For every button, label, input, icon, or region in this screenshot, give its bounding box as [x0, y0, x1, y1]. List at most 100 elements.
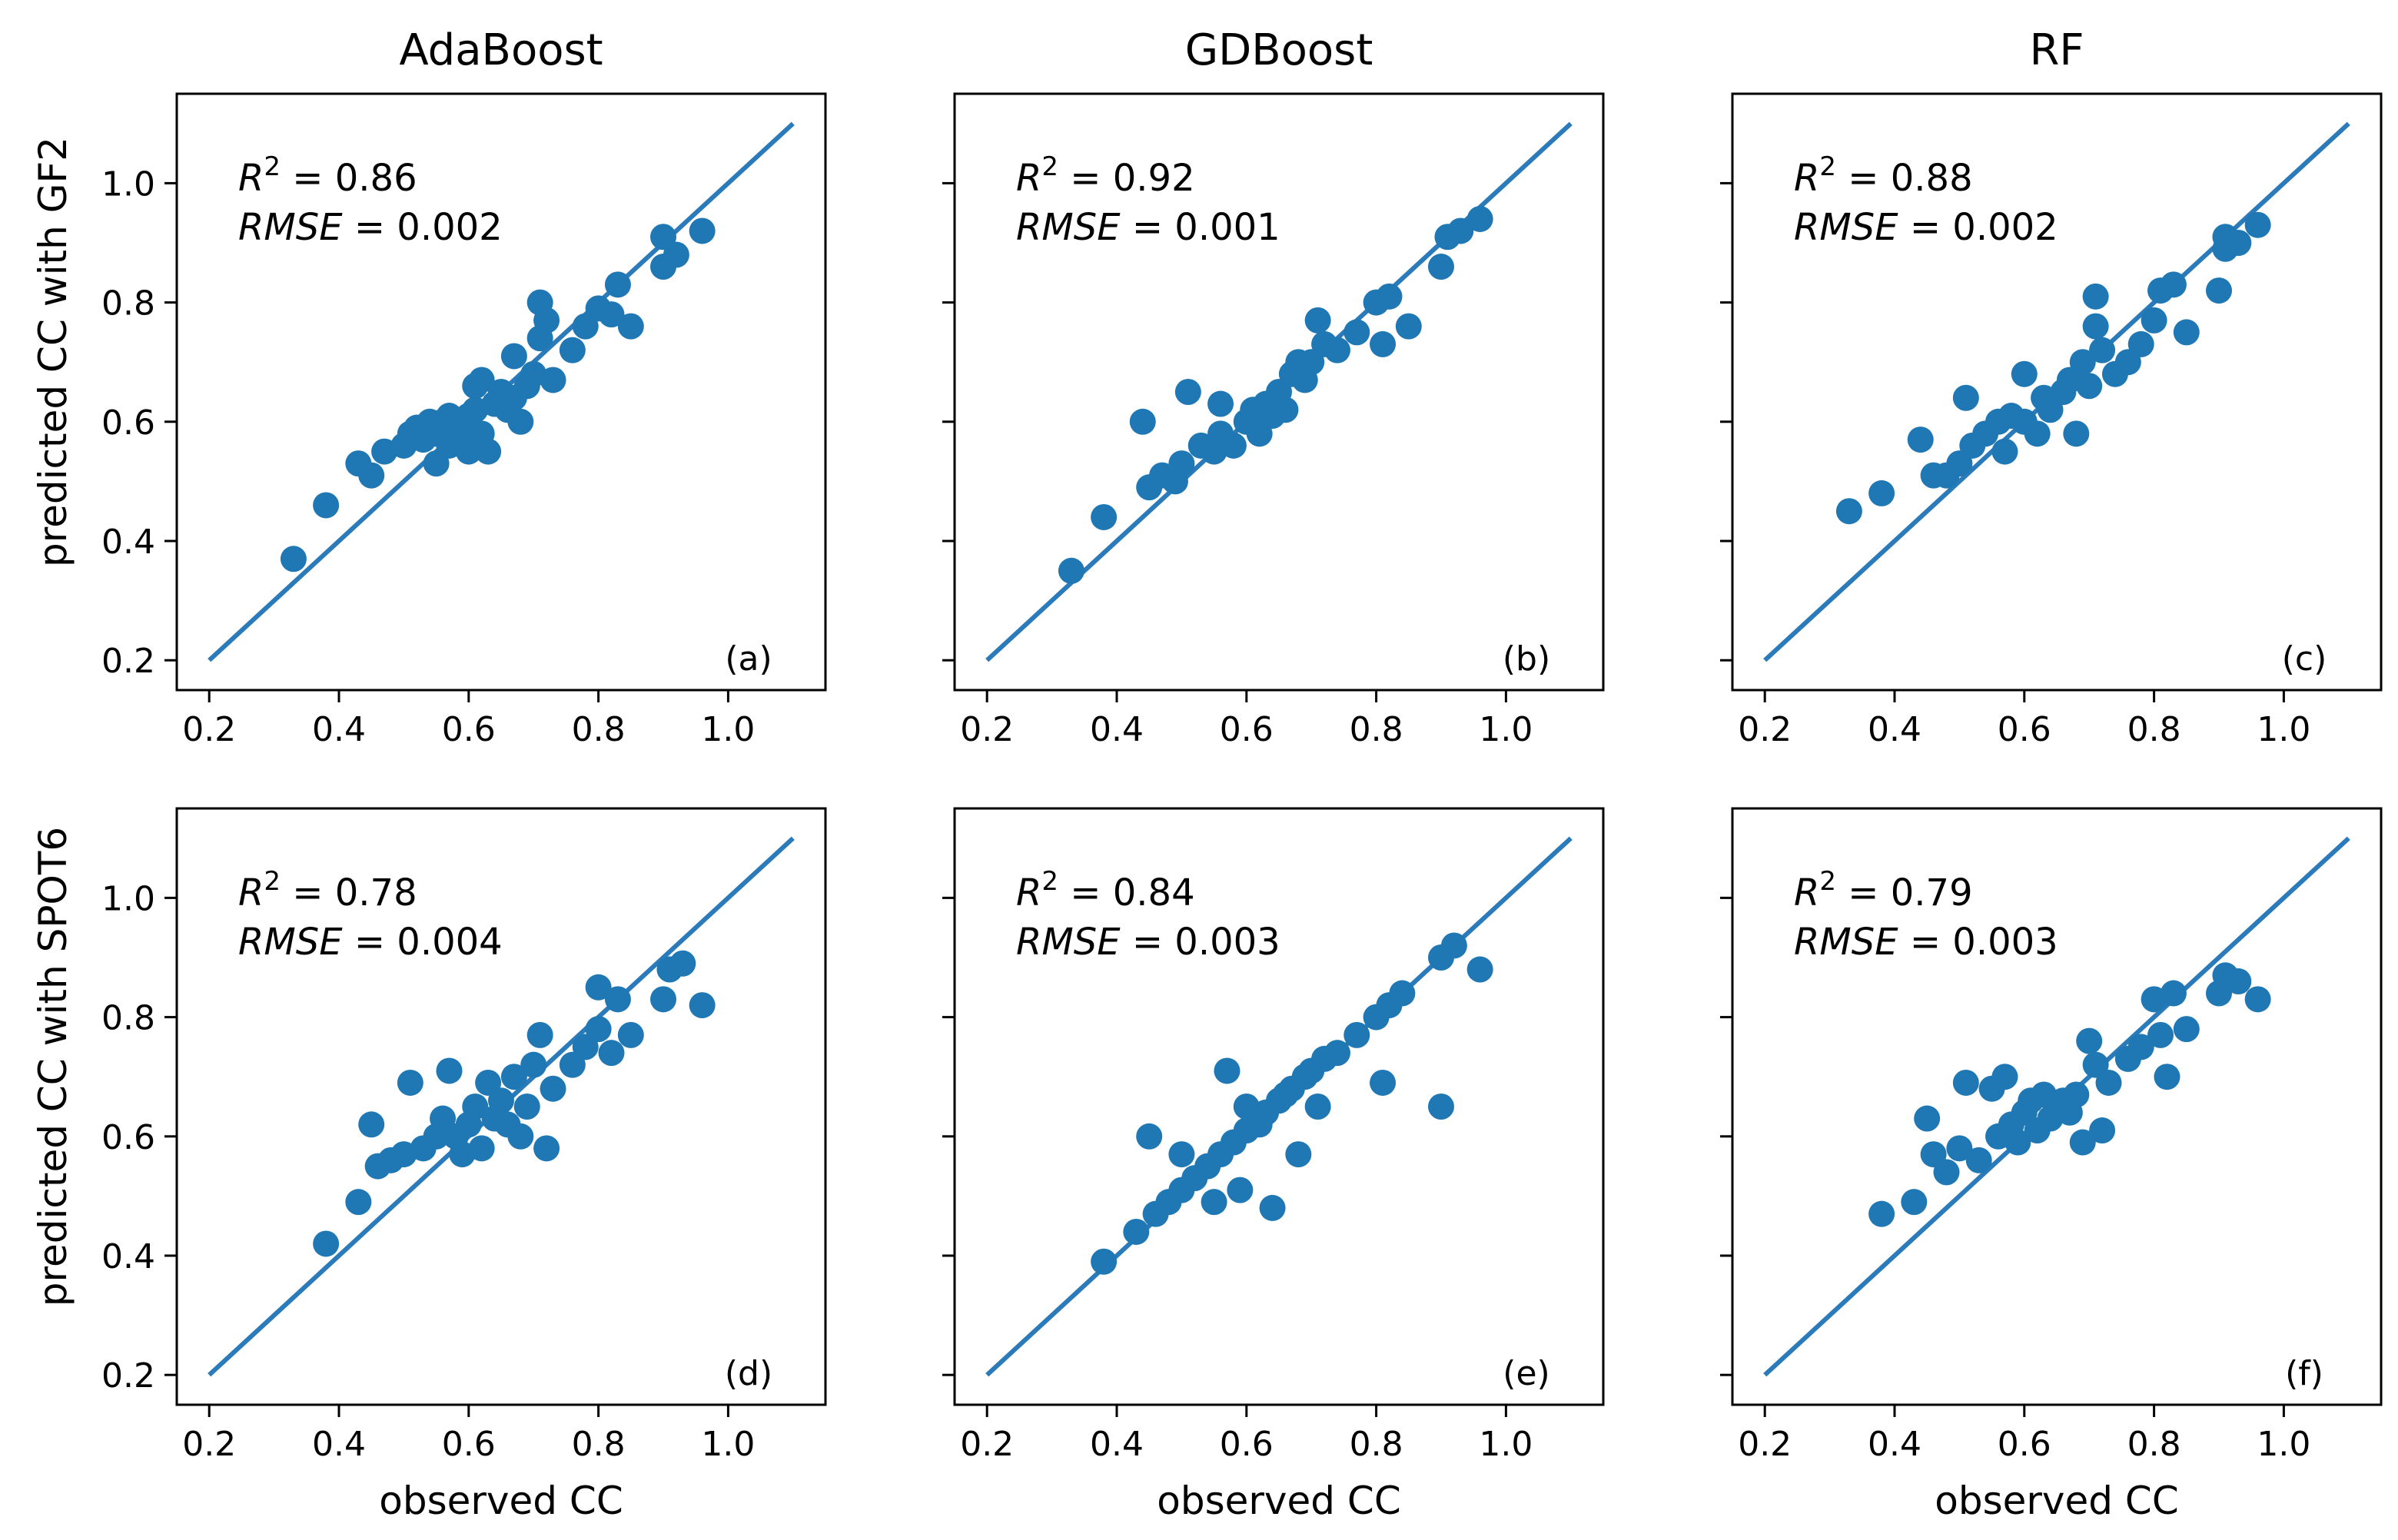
data-point — [500, 343, 527, 370]
data-point — [1343, 1021, 1370, 1048]
data-point — [1868, 1200, 1895, 1227]
data-point — [358, 1111, 385, 1138]
data-point — [468, 367, 495, 393]
data-point — [604, 271, 631, 298]
data-point — [1370, 330, 1397, 357]
column-title-rf: RF — [2029, 25, 2084, 75]
data-point — [1343, 319, 1370, 346]
rmse-annotation: RMSE = 0.003 — [1794, 921, 2058, 964]
data-point — [1907, 426, 1934, 453]
x-tick-label: 0.8 — [572, 1425, 626, 1464]
data-point — [617, 313, 644, 340]
data-point — [2154, 1064, 2180, 1090]
axes-frame — [175, 92, 827, 692]
panel-d: 0.2 0.4 0.6 0.8 1.0 0.2 0.4 0.6 0.8 1.0 R2 = 0.78 R… — [101, 807, 827, 1464]
data-point — [1168, 450, 1195, 477]
panel-tag: (b) — [1503, 639, 1550, 679]
data-point — [1466, 956, 1493, 983]
panel-f: 0.2 0.4 0.6 0.8 1.0 R2 = 0.79 RMSE = 0.003 (f) — [1720, 807, 2383, 1464]
data-point — [585, 1016, 612, 1043]
data-point — [540, 1075, 566, 1102]
data-point — [345, 1189, 372, 1216]
data-point — [1447, 217, 1474, 244]
panels: 0.2 0.4 0.6 0.8 1.0 0.2 0.4 0.6 0.8 1.0 R2 = 0.86 R… — [101, 92, 2383, 1464]
x-tick-label: 0.2 — [1738, 710, 1792, 749]
x-tick-label: 0.2 — [182, 710, 236, 749]
data-point — [2173, 1016, 2200, 1043]
data-point — [2244, 211, 2271, 238]
data-point — [1227, 1177, 1254, 1203]
data-point — [280, 546, 307, 573]
data-point — [436, 1057, 463, 1084]
data-point — [1440, 932, 1467, 959]
data-point — [1259, 1194, 1286, 1221]
data-point — [1201, 1189, 1227, 1216]
data-point — [1991, 438, 2018, 465]
y-tick-label: 0.4 — [101, 1237, 155, 1276]
data-point — [2225, 230, 2252, 256]
data-point — [1376, 283, 1403, 310]
data-point — [1914, 1105, 1941, 1132]
data-point — [1168, 1141, 1195, 1168]
data-point — [488, 1087, 514, 1114]
data-point — [526, 1021, 553, 1048]
data-point — [2127, 1034, 2154, 1060]
data-point — [2063, 420, 2090, 447]
data-point — [358, 462, 385, 489]
data-point — [1091, 1248, 1118, 1275]
data-point — [507, 408, 534, 435]
data-point — [2160, 980, 2187, 1007]
data-point — [313, 1230, 340, 1257]
data-point — [1129, 408, 1156, 435]
column-title-gdboost: GDBoost — [1185, 25, 1373, 75]
data-point — [2011, 360, 2038, 387]
data-point — [2089, 337, 2116, 363]
data-point — [513, 1094, 540, 1120]
data-point — [689, 217, 716, 244]
y-tick-label: 0.8 — [101, 999, 155, 1038]
y-tick-label: 0.6 — [101, 1118, 155, 1157]
data-point — [1304, 307, 1331, 334]
x-tick-label: 0.6 — [1220, 710, 1274, 749]
data-point — [2069, 349, 2096, 376]
r2-annotation: R2 = 0.88 — [1794, 151, 1973, 200]
data-point — [2004, 1129, 2031, 1156]
row-ylabel-gf2: predicted CC with GF2 — [31, 137, 75, 567]
data-point — [689, 992, 716, 1019]
x-tick-label: 0.6 — [1998, 1425, 2051, 1464]
x-tick-label: 0.6 — [442, 1425, 496, 1464]
data-point — [1991, 1064, 2018, 1090]
data-point — [1091, 503, 1118, 530]
data-point — [2069, 1129, 2096, 1156]
x-tick-label: 0.6 — [442, 710, 496, 749]
data-point — [559, 337, 586, 363]
data-point — [1868, 480, 1895, 506]
panel-a: 0.2 0.4 0.6 0.8 1.0 0.2 0.4 0.6 0.8 1.0 R2 = 0.86 R… — [101, 92, 827, 749]
x-tick-label: 0.8 — [2127, 710, 2181, 749]
data-point — [397, 1069, 423, 1096]
rmse-annotation: RMSE = 0.002 — [238, 206, 503, 249]
y-tick-label: 1.0 — [101, 164, 155, 204]
data-point — [1395, 313, 1422, 340]
data-point — [1428, 254, 1454, 280]
data-point — [2095, 1069, 2122, 1096]
panel-tag: (e) — [1503, 1354, 1549, 1393]
data-point — [2076, 1027, 2103, 1054]
x-tick-label: 0.4 — [1868, 1425, 1921, 1464]
data-point — [1324, 337, 1350, 363]
data-point — [2089, 1117, 2116, 1144]
x-tick-label: 0.8 — [1350, 1425, 1403, 1464]
data-point — [598, 301, 625, 328]
data-point — [604, 986, 631, 1013]
y-tick-label: 0.2 — [101, 1356, 155, 1396]
data-point — [1136, 1123, 1163, 1150]
panel-tag: (c) — [2282, 639, 2327, 679]
data-point — [507, 1123, 534, 1150]
data-point — [462, 1094, 489, 1120]
data-point — [1389, 980, 1416, 1007]
data-point — [1946, 1135, 1973, 1162]
x-tick-label: 0.8 — [1350, 710, 1403, 749]
xlabel-col1: observed CC — [379, 1479, 623, 1523]
data-point — [540, 367, 566, 393]
